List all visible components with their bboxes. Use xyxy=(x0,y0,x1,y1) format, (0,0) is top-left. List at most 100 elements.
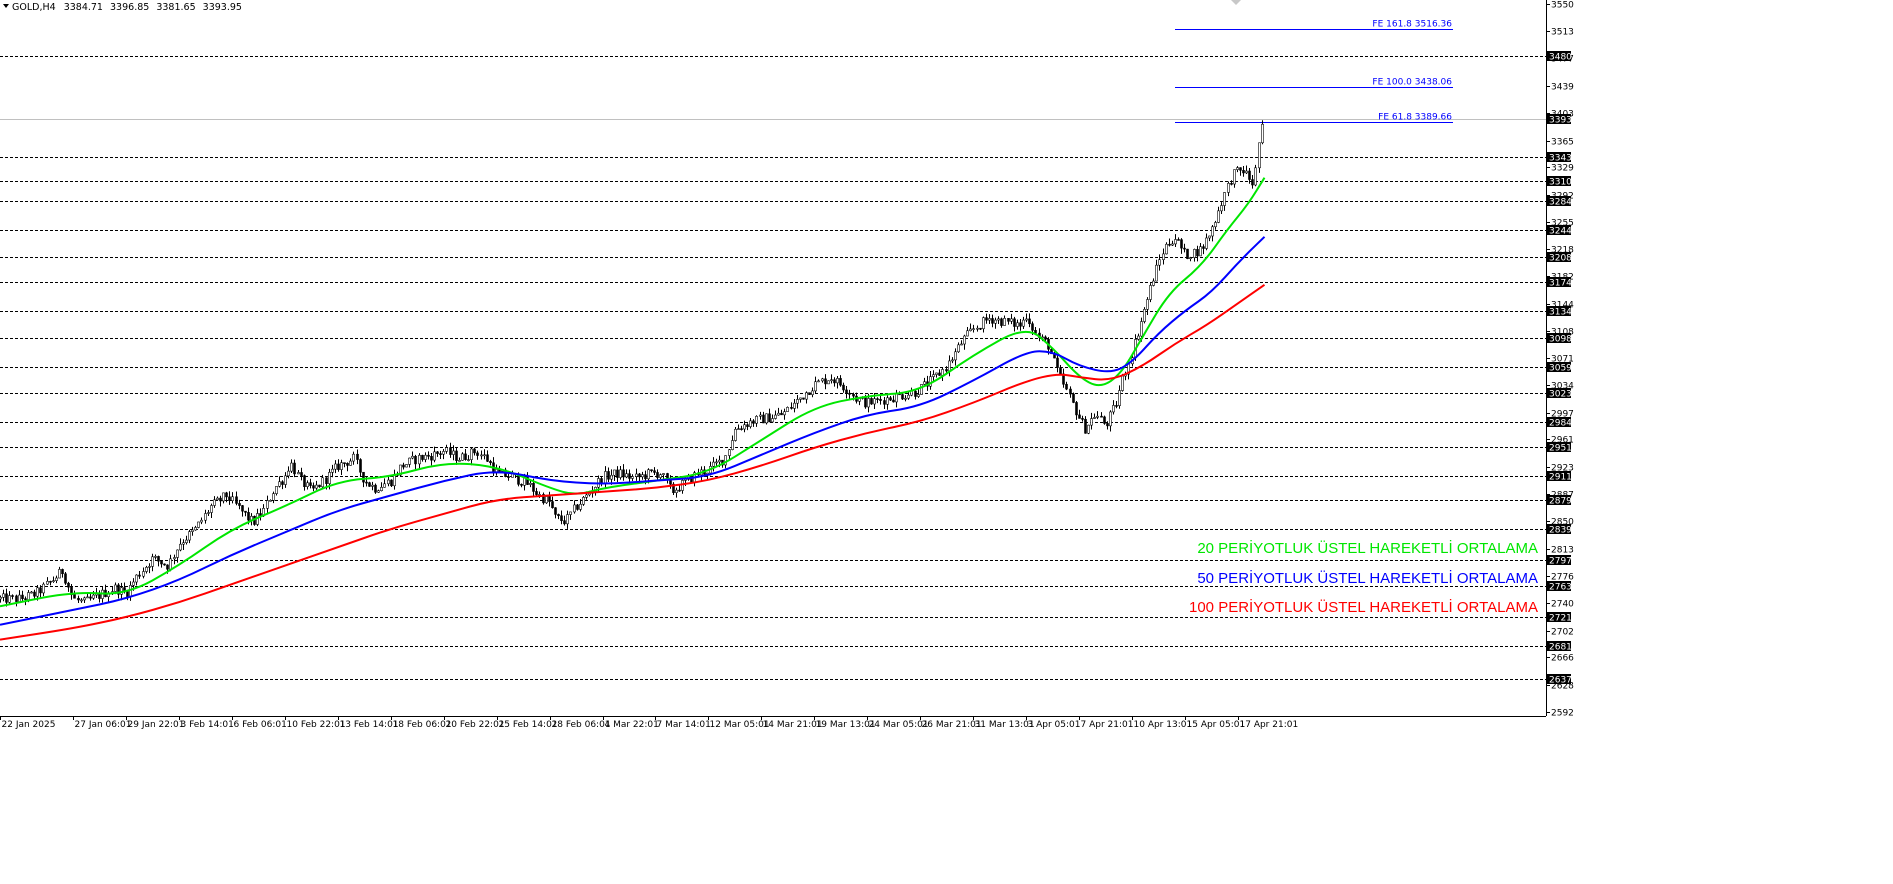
candle-body xyxy=(1007,317,1010,322)
level-price-tag xyxy=(1547,277,1571,287)
candle-body xyxy=(1137,335,1140,340)
candle-body xyxy=(318,484,321,488)
candle-body xyxy=(960,343,963,346)
level-price-tag xyxy=(1547,555,1571,565)
candle-body xyxy=(966,330,969,337)
price-tick-label: 2628 xyxy=(1551,682,1574,692)
candle-body xyxy=(529,482,532,485)
legend-entry-2: 50 PERİYOTLUK ÜSTEL HAREKETLİ ORTALAMA xyxy=(1197,569,1538,587)
candle-body xyxy=(1248,170,1251,180)
candle-body xyxy=(18,594,21,602)
candle-body xyxy=(935,372,938,375)
ma-line-3[interactable] xyxy=(0,283,1266,641)
candle-body xyxy=(650,469,653,472)
level-price-tag-label: 2681 xyxy=(1549,643,1572,653)
candle-body xyxy=(452,450,455,455)
candle-body xyxy=(89,596,92,599)
candle-body xyxy=(892,399,895,403)
time-tick-label: 6 Feb 06:01 xyxy=(234,720,287,730)
candle-body xyxy=(1022,319,1025,327)
candle-body xyxy=(560,515,563,521)
level-price-tag-label: 3284 xyxy=(1549,198,1572,208)
candle-body xyxy=(114,584,117,592)
price-axis[interactable]: 3550351334773439340333653329329232553218… xyxy=(1546,1,1574,719)
candle-body xyxy=(635,473,638,477)
price-tick-label: 2961 xyxy=(1551,436,1574,446)
candle-body xyxy=(842,384,845,391)
dropdown-triangle-icon[interactable] xyxy=(3,4,9,8)
candle-body xyxy=(811,390,814,395)
candle-body xyxy=(1149,285,1152,300)
candle-body xyxy=(309,482,312,486)
level-price-tag xyxy=(1547,495,1571,505)
candle-body xyxy=(1100,415,1103,418)
candle-body xyxy=(272,493,275,501)
candle-body xyxy=(969,328,972,332)
candle-body xyxy=(126,591,129,598)
candle-body xyxy=(390,479,393,487)
price-tick-label: 3034 xyxy=(1551,382,1574,392)
level-price-tag-label: 3098 xyxy=(1549,335,1572,345)
candle-body xyxy=(762,414,765,424)
candle-body xyxy=(957,344,960,353)
header-high: 3396.85 xyxy=(110,2,149,13)
candle-body xyxy=(52,580,55,582)
level-price-tag xyxy=(1547,333,1571,343)
candle-body xyxy=(839,378,842,386)
level-price-tag-label: 3059 xyxy=(1549,364,1572,374)
ma-line-1[interactable] xyxy=(0,177,1266,608)
candle-body xyxy=(1146,299,1149,310)
candle-body xyxy=(439,453,442,455)
candle-body xyxy=(604,471,607,484)
candle-body xyxy=(383,483,386,488)
price-tick-label: 3255 xyxy=(1551,219,1574,229)
candle-body xyxy=(449,447,452,455)
candle-body xyxy=(737,428,740,430)
candle-body xyxy=(135,574,138,583)
candle-body xyxy=(802,397,805,400)
candle-body xyxy=(83,597,86,601)
candle-body xyxy=(455,450,458,461)
candle-body xyxy=(210,505,213,513)
candle-body xyxy=(315,484,318,489)
level-price-tag xyxy=(1547,306,1571,316)
candle-body xyxy=(945,369,948,372)
candle-body xyxy=(421,454,424,460)
candle-body xyxy=(371,484,374,487)
candle-body xyxy=(436,451,439,454)
candle-body xyxy=(858,398,861,402)
header-symbol: GOLD,H4 xyxy=(12,2,56,13)
horizontal-levels-layer xyxy=(0,56,1546,680)
level-price-tag xyxy=(1547,524,1571,534)
level-price-tag xyxy=(1547,471,1571,481)
level-price-tag-label: 2637 xyxy=(1549,676,1572,686)
level-price-tag-label: 2984 xyxy=(1549,419,1572,429)
candle-body xyxy=(1208,235,1211,239)
legend-entry-1: 20 PERİYOTLUK ÜSTEL HAREKETLİ ORTALAMA xyxy=(1197,539,1538,557)
candle-body xyxy=(461,453,464,461)
candle-body xyxy=(979,327,982,330)
candle-body xyxy=(418,454,421,465)
candle-body xyxy=(873,398,876,405)
price-tick-label: 3550 xyxy=(1551,1,1574,11)
price-tick-label: 2592 xyxy=(1551,709,1574,719)
candle-body xyxy=(377,490,380,493)
candle-body xyxy=(1140,321,1143,337)
candle-body xyxy=(836,378,839,384)
ma-line-2[interactable] xyxy=(0,236,1266,626)
candle-body xyxy=(129,585,132,598)
time-tick-label: 28 Feb 06:01 xyxy=(552,720,611,730)
candle-body xyxy=(678,489,681,492)
candle-body xyxy=(752,420,755,424)
candle-body xyxy=(1028,318,1031,325)
chart-shift-marker-icon[interactable] xyxy=(1231,0,1241,5)
candle-body xyxy=(297,472,300,475)
candle-body xyxy=(1227,183,1230,193)
candle-body xyxy=(73,594,76,599)
candle-body xyxy=(414,455,417,465)
candle-body xyxy=(1202,246,1205,249)
candle-body xyxy=(1233,169,1236,185)
candle-body xyxy=(15,595,18,602)
